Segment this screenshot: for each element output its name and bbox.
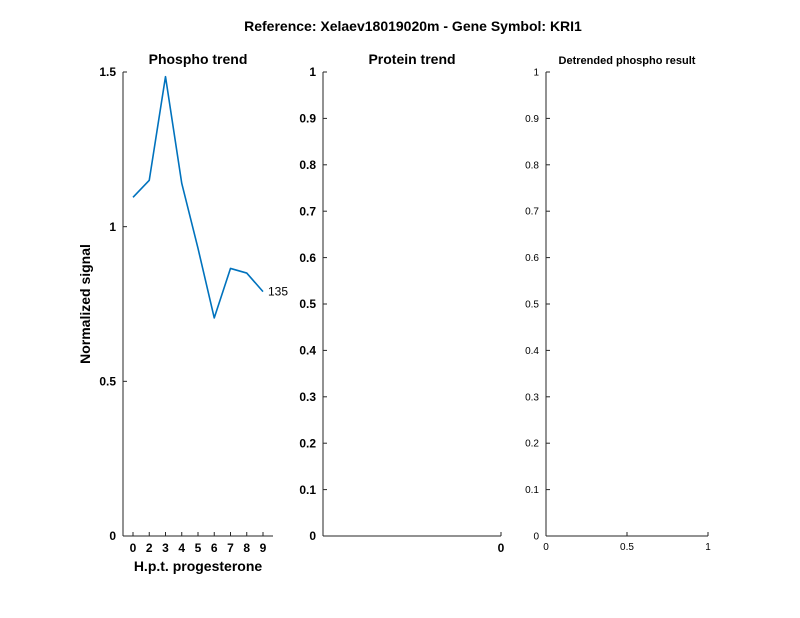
detrended-y-tick-label: 1 <box>533 68 539 79</box>
detrended-x-tick-label: 0 <box>543 542 549 553</box>
detrended-y-tick-label: 0.8 <box>525 160 539 171</box>
phospho-y-tick-label: 0 <box>109 529 116 543</box>
phospho-y-tick-label: 1 <box>109 220 116 234</box>
detrended-panel: 0 0.1 0.2 0.3 0.4 0.5 0.6 0.7 0.8 0.9 1 0 0.5 1 Detren… <box>525 55 711 553</box>
phospho-series-line <box>132 75 264 319</box>
figure-title: Reference: Xelaev18019020m - Gene Symbol… <box>244 18 582 34</box>
phospho-title: Phospho trend <box>149 51 248 67</box>
phospho-x-tick-label: 8 <box>243 541 250 555</box>
phospho-x-axis-label: H.p.t. progesterone <box>134 558 263 574</box>
protein-y-tick-label: 0.2 <box>299 436 316 450</box>
protein-y-tick-label: 0.5 <box>299 297 316 311</box>
protein-y-tick-label: 1 <box>309 65 316 79</box>
detrended-y-tick-label: 0 <box>533 532 539 543</box>
detrended-y-tick-label: 0.3 <box>525 392 539 403</box>
detrended-y-tick-label: 0.6 <box>525 253 539 264</box>
phospho-x-tick-label: 4 <box>178 541 185 555</box>
detrended-y-tick-label: 0.9 <box>525 114 539 125</box>
protein-y-tick-label: 0 <box>309 529 316 543</box>
detrended-title: Detrended phospho result <box>559 55 696 67</box>
phospho-end-label: 135 <box>268 285 288 299</box>
protein-panel: 0 0.1 0.2 0.3 0.4 0.5 0.6 0.7 0.8 0.9 1 0 Protein tr… <box>299 51 504 555</box>
protein-x-tick-label: 0 <box>498 541 505 555</box>
phospho-x-tick-label: 3 <box>162 541 169 555</box>
protein-y-tick-label: 0.8 <box>299 158 316 172</box>
detrended-y-tick-label: 0.5 <box>525 300 539 311</box>
phospho-y-tick-label: 1.5 <box>99 65 116 79</box>
protein-y-tick-label: 0.4 <box>299 344 316 358</box>
phospho-x-tick-label: 2 <box>146 541 153 555</box>
phospho-x-tick-label: 5 <box>195 541 202 555</box>
protein-y-tick-label: 0.3 <box>299 390 316 404</box>
protein-y-tick-label: 0.9 <box>299 112 316 126</box>
detrended-y-tick-label: 0.1 <box>525 485 539 496</box>
protein-y-tick-label: 0.6 <box>299 251 316 265</box>
phospho-y-axis-label: Normalized signal <box>77 244 93 364</box>
phospho-y-tick-label: 0.5 <box>99 375 116 389</box>
phospho-x-tick-label: 6 <box>211 541 218 555</box>
protein-y-tick-label: 0.7 <box>299 204 316 218</box>
phospho-x-tick-label: 7 <box>227 541 234 555</box>
detrended-x-tick-label: 0.5 <box>620 542 634 553</box>
detrended-y-tick-label: 0.7 <box>525 207 539 218</box>
protein-title: Protein trend <box>368 51 455 67</box>
phospho-x-tick-label: 0 <box>130 541 137 555</box>
protein-y-tick-label: 0.1 <box>299 483 316 497</box>
detrended-y-tick-label: 0.4 <box>525 346 539 357</box>
phospho-x-tick-label: 9 <box>260 541 267 555</box>
detrended-x-tick-label: 1 <box>705 542 711 553</box>
detrended-y-tick-label: 0.2 <box>525 439 539 450</box>
